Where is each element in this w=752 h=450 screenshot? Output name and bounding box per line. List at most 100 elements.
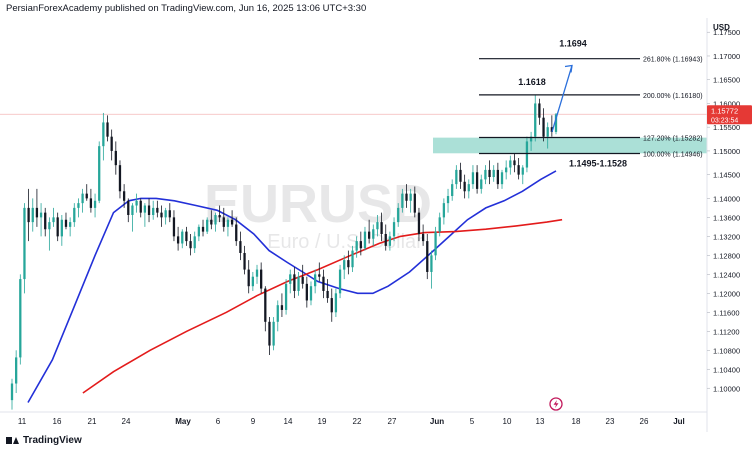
candle-body — [64, 219, 68, 227]
y-tick-label: 1.11200 — [713, 327, 740, 336]
candle-body — [98, 146, 101, 201]
candle-body — [260, 269, 263, 289]
candle-body — [235, 224, 238, 242]
candle-body — [417, 212, 421, 234]
candle-body — [305, 283, 308, 301]
y-tick-label: 1.10400 — [713, 365, 740, 374]
candle-body — [492, 169, 495, 178]
candle-body — [338, 269, 342, 294]
candle-body — [230, 219, 234, 225]
x-tick-label: 27 — [388, 417, 397, 426]
moving-average-fast — [27, 170, 557, 403]
candle-body — [77, 203, 80, 208]
candle-body — [280, 305, 284, 310]
y-tick-label: 1.17500 — [713, 28, 740, 37]
candle-body — [35, 207, 39, 218]
candle-body — [60, 219, 63, 237]
candle-body — [480, 179, 483, 189]
support-zone — [433, 137, 707, 154]
candle-body — [355, 241, 358, 251]
candle-body — [542, 117, 545, 137]
candle-body — [131, 205, 134, 215]
candle-body — [39, 212, 43, 218]
event-flash-icon[interactable] — [549, 397, 563, 411]
x-tick-label: Jul — [673, 417, 685, 426]
fib-level-label: 100.00% (1.14946) — [643, 151, 703, 158]
candle-body — [23, 207, 26, 280]
candle-body — [15, 357, 18, 384]
candle-body — [89, 198, 93, 208]
candle-body — [160, 212, 163, 218]
candle-body — [550, 127, 553, 132]
candle-body — [521, 167, 524, 175]
candle-body — [243, 252, 246, 270]
x-tick-label: 16 — [53, 417, 62, 426]
x-tick-label: 14 — [284, 417, 293, 426]
candle-body — [197, 226, 201, 237]
x-tick-label: Jun — [430, 417, 444, 426]
fib-level-label: 200.00% (1.16180) — [643, 93, 703, 100]
tradingview-logo-text: TradingView — [23, 435, 82, 446]
candle-body — [467, 184, 470, 192]
candle-body — [289, 274, 292, 284]
y-tick-label: 1.11600 — [713, 308, 740, 317]
candle-body — [201, 226, 205, 232]
last-price-tag — [707, 105, 752, 125]
chart-attribution: PersianForexAcademy published on Trading… — [6, 3, 367, 14]
candle-body — [471, 172, 475, 185]
x-tick-label: 11 — [18, 417, 27, 426]
candle-body — [85, 193, 88, 199]
candle-body — [239, 241, 242, 253]
candle-body — [405, 193, 408, 201]
projection-arrow-line — [551, 65, 573, 133]
tradingview-logo[interactable]: TradingView — [6, 435, 82, 446]
candle-body — [367, 231, 371, 239]
x-tick-label: 13 — [536, 417, 545, 426]
candle-body — [284, 283, 288, 310]
x-tick-label: 24 — [122, 417, 131, 426]
candle-body — [434, 231, 437, 256]
candle-body — [44, 212, 47, 230]
candle-body — [272, 321, 275, 346]
y-tick-label: 1.14000 — [713, 194, 740, 203]
candle-body — [102, 122, 105, 147]
candle-body — [455, 169, 458, 185]
candle-body — [488, 169, 491, 178]
candle-body — [106, 122, 109, 137]
y-tick-label: 1.16500 — [713, 76, 740, 85]
last-price-countdown: 03:23:54 — [711, 117, 738, 124]
candle-body — [534, 103, 537, 137]
candle-body — [484, 169, 487, 180]
candle-body — [210, 219, 213, 225]
candle-body — [451, 184, 454, 197]
currency-label: USD — [713, 23, 730, 32]
y-tick-label: 1.13600 — [713, 213, 740, 222]
candle-body — [392, 222, 396, 237]
candle-body — [363, 231, 367, 249]
candle-body — [93, 200, 97, 208]
candle-body — [52, 217, 55, 223]
candle-body — [309, 286, 313, 301]
tradingview-logo-icon — [6, 436, 19, 445]
candle-body — [147, 205, 151, 215]
candle-body — [322, 276, 325, 291]
candle-body — [193, 236, 196, 249]
y-tick-label: 1.12000 — [713, 289, 740, 298]
candle-body — [500, 172, 504, 185]
candle-body — [438, 217, 441, 232]
candle-body — [122, 191, 126, 201]
candle-body — [218, 215, 221, 218]
candle-body — [525, 141, 529, 168]
candle-body — [380, 222, 383, 234]
x-tick-label: May — [175, 417, 191, 426]
candle-body — [351, 250, 354, 268]
candle-body — [110, 136, 113, 151]
candle-body — [326, 290, 329, 299]
candle-body — [517, 165, 520, 175]
candle-body — [459, 169, 462, 182]
candle-body — [475, 172, 479, 189]
candle-body — [397, 207, 400, 223]
candle-body — [255, 269, 259, 277]
x-tick-label: 21 — [88, 417, 97, 426]
